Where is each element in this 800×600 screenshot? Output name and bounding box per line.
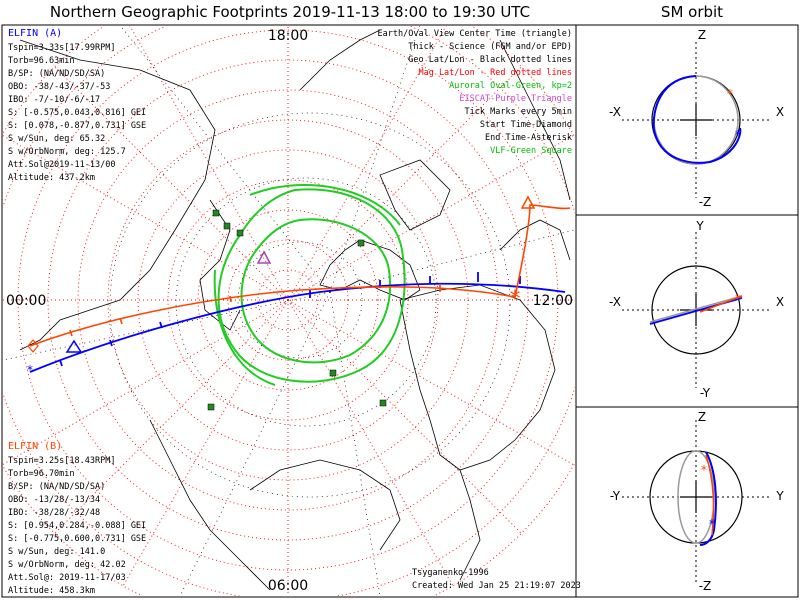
clock-right-label: 12:00 <box>533 293 573 309</box>
elfin-b-line: Att.Sol@: 2019-11-17/03 <box>8 573 126 583</box>
clock-bottom-label: 06:00 <box>268 578 308 594</box>
legend-item: Earth/Oval View Center Time (triangle) <box>378 29 572 39</box>
orbit-panel-xy: * Y -Y -X X <box>609 219 784 400</box>
orbit-title: SM orbit <box>661 3 723 21</box>
orbit3-top: Z <box>698 410 706 424</box>
legend-item: Auroral Oval-Green, kp=2 <box>449 81 572 91</box>
svg-text:*: * <box>708 517 715 531</box>
orbit1-top: Z <box>698 28 706 42</box>
elfin-a-line: IBO: -7/-10/-6/-17 <box>8 95 100 105</box>
svg-text:*: * <box>734 292 741 306</box>
auroral-oval <box>213 184 406 386</box>
elfin-b-line: IBO: -38/28/-32/48 <box>8 508 100 518</box>
elfin-a-line: Att.Sol@2019-11-13/00 <box>8 160 115 170</box>
elfin-a-name: ELFIN (A) <box>8 28 62 39</box>
elfin-a-line: Tspin=3.33s[17.99RPM] <box>8 43 115 53</box>
elfin-b-view-triangle <box>520 195 536 209</box>
vlf-station <box>357 239 365 247</box>
mag-lat-grid <box>3 26 575 596</box>
legend: Earth/Oval View Center Time (triangle) T… <box>378 29 572 156</box>
clock-top-label: 18:00 <box>268 28 308 44</box>
elfin-a-line: S: [0.078,-0.877,0.731] GSE <box>8 121 146 131</box>
footer-created: Created: Wed Jan 25 21:19:07 2023 <box>412 581 581 591</box>
vlf-station <box>207 403 215 411</box>
footer-author: Tsyganenko-1996 <box>412 568 489 578</box>
svg-text:*: * <box>700 463 707 477</box>
elfin-a-view-triangle <box>65 339 83 353</box>
orbit2-right: X <box>776 295 784 309</box>
elfin-a-line: B/SP: (NA/ND/SD/SA) <box>8 69 105 79</box>
orbit3-right: Y <box>775 489 784 503</box>
elfin-b-line: B/SP: (NA/ND/SD/SA) <box>8 482 105 492</box>
orbit2-left: -X <box>609 295 621 309</box>
vlf-station <box>329 369 337 377</box>
elfin-b-line: Altitude: 458.3km <box>8 586 95 596</box>
orbit-panel-yz: * * Z -Z -Y Y <box>610 410 784 593</box>
legend-item: End Time-Asterisk <box>485 133 572 143</box>
legend-item: Tick Marks every 5min <box>465 107 572 117</box>
elfin-a-info: ELFIN (A) Tspin=3.33s[17.99RPM] Torb=96.… <box>8 28 146 183</box>
orbit1-bottom: -Z <box>699 195 712 209</box>
svg-text:*: * <box>734 128 741 142</box>
footer: Tsyganenko-1996 Created: Wed Jan 25 21:1… <box>412 568 581 591</box>
elfin-b-line: S: [-0.775,0.600,0.731] GSE <box>8 534 146 544</box>
elfin-a-track <box>29 272 566 373</box>
elfin-a-line: S: [-0.575,0.043,0.816] GEI <box>8 108 146 118</box>
elfin-a-line: S w/OrbNorm, deg: 125.7 <box>8 147 126 157</box>
orbit2-bottom: -Y <box>700 386 711 400</box>
clock-left-label: 00:00 <box>6 293 46 309</box>
vlf-stations <box>207 209 387 411</box>
orbit3-bottom: -Z <box>699 579 712 593</box>
vlf-station <box>223 222 231 230</box>
legend-item: Mag Lat/Lon - Red dotted lines <box>418 68 572 78</box>
orbit1-left: -X <box>609 105 621 119</box>
legend-item: EISCAT-Purple Triangle <box>459 94 572 104</box>
figure-title: Northern Geographic Footprints 2019-11-1… <box>50 3 530 21</box>
elfin-b-end-asterisk: * <box>508 287 521 312</box>
geo-lat-grid <box>3 26 575 596</box>
eiscat-triangle <box>256 250 272 264</box>
coastlines <box>19 29 571 591</box>
elfin-a-line: Altitude: 437.2km <box>8 173 95 183</box>
svg-text:*: * <box>726 87 733 101</box>
elfin-a-line: S w/Sun, deg: 65.32 <box>8 134 105 144</box>
elfin-b-line: S: [0.954,0.284,-0.088] GEI <box>8 521 146 531</box>
elfin-b-track <box>29 204 571 347</box>
legend-item: Geo Lat/Lon - Black dotted lines <box>408 55 572 65</box>
elfin-b-start-diamond <box>27 339 39 353</box>
vlf-station <box>236 229 244 237</box>
elfin-b-line: Tspin=3.25s[18.43RPM] <box>8 456 115 466</box>
legend-item: VLF-Green Square <box>490 146 572 156</box>
orbit-frame <box>575 24 799 598</box>
elfin-a-end-asterisk: * <box>26 363 33 377</box>
orbit-panel-xz: * * Z -Z -X X <box>609 28 784 209</box>
legend-item: Start Time-Diamond <box>480 120 572 130</box>
elfin-b-line: S w/Sun, deg: 141.0 <box>8 547 105 557</box>
vlf-station <box>212 209 220 217</box>
elfin-a-line: OBO: -38/-43/-37/-53 <box>8 82 110 92</box>
orbit2-top: Y <box>695 219 704 233</box>
elfin-b-line: Torb=96.70min <box>8 469 75 479</box>
legend-item: Thick - Science (FGM and/or EPD) <box>408 42 572 52</box>
elfin-b-name: ELFIN (B) <box>8 441 62 452</box>
elfin-a-line: Torb=96.63min <box>8 56 75 66</box>
elfin-b-info: ELFIN (B) Tspin=3.25s[18.43RPM] Torb=96.… <box>8 441 146 596</box>
orbit1-right: X <box>776 105 784 119</box>
elfin-b-line: S w/OrbNorm, deg: 42.02 <box>8 560 126 570</box>
polar-map: * * <box>3 26 575 596</box>
orbit3-left: -Y <box>610 489 621 503</box>
vlf-station <box>379 399 387 407</box>
elfin-b-line: OBO: -13/28/-13/34 <box>8 495 100 505</box>
